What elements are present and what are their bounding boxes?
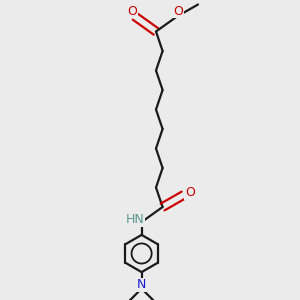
Text: HN: HN: [126, 213, 144, 226]
Text: O: O: [185, 186, 195, 199]
Text: O: O: [127, 4, 137, 18]
Text: N: N: [137, 278, 146, 292]
Text: O: O: [174, 4, 183, 18]
